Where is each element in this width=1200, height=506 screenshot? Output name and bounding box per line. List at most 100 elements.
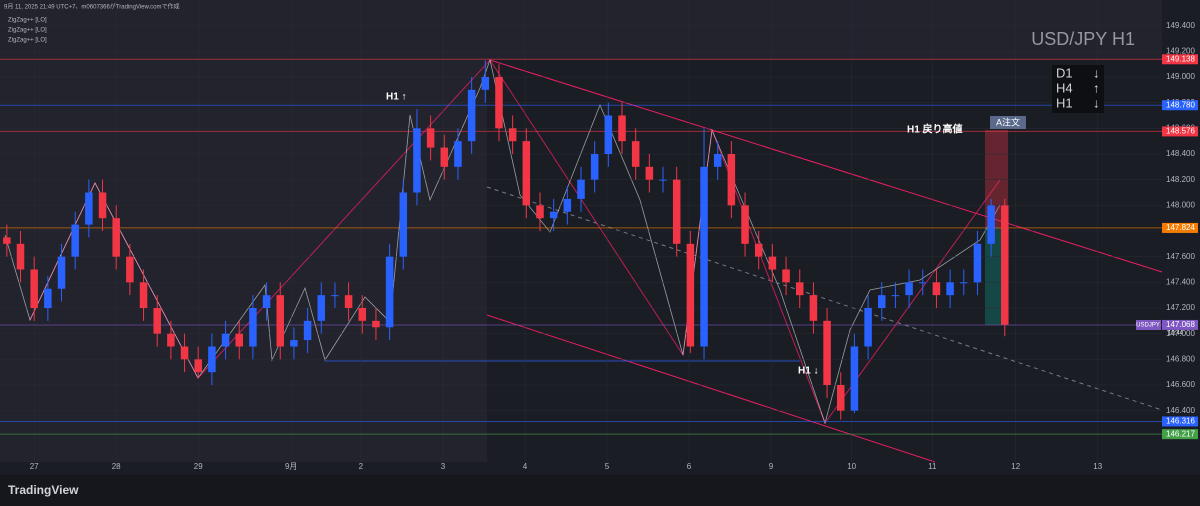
indicator-label: ZigZag++ [LO] xyxy=(8,38,47,44)
candle-body xyxy=(618,115,626,142)
price-tag xyxy=(1162,416,1198,427)
trend-arrow: ↓ xyxy=(1093,95,1100,110)
channel-zone xyxy=(487,60,1162,462)
x-tick-label: 9 xyxy=(769,462,774,471)
candle-body xyxy=(208,346,216,373)
candle-body xyxy=(973,243,982,283)
candle-body xyxy=(467,89,476,142)
candle-body xyxy=(549,211,558,219)
candle-body xyxy=(919,282,927,284)
candle-body xyxy=(57,256,66,289)
candle-body xyxy=(16,243,25,270)
price-tag xyxy=(1162,126,1198,137)
candle-body xyxy=(850,346,859,411)
candle-body xyxy=(795,282,804,296)
candle-body xyxy=(317,295,326,321)
trend-tf: H1 xyxy=(1056,95,1073,110)
candle-body xyxy=(713,154,722,167)
candle-body xyxy=(454,141,462,167)
price-tag-label: 146.217 xyxy=(1166,429,1195,438)
channel-lower xyxy=(486,314,936,463)
candle-body xyxy=(235,333,243,347)
candle-body xyxy=(823,320,831,385)
y-tick-label: 146.800 xyxy=(1166,354,1195,363)
dynamic-layer xyxy=(0,58,1162,435)
candle-body xyxy=(98,192,107,219)
candle-body xyxy=(836,385,845,411)
x-tick-label: 29 xyxy=(194,462,203,471)
indicator-label: ZigZag++ [LO] xyxy=(8,18,47,24)
trend-tf: D1 xyxy=(1056,65,1073,80)
x-tick-label: 3 xyxy=(441,462,446,471)
candle-body xyxy=(727,154,736,206)
price-tag xyxy=(1162,100,1198,111)
x-tick-label: 12 xyxy=(1011,462,1020,471)
candle-body xyxy=(344,295,353,308)
trend-arrow: ↑ xyxy=(1093,80,1100,95)
x-tick-label: 6 xyxy=(687,462,692,471)
candle-body xyxy=(700,166,708,347)
candle-body xyxy=(1001,205,1009,325)
price-tag xyxy=(1162,429,1198,440)
candle-body xyxy=(481,77,490,90)
x-tick-label: 9月 xyxy=(285,462,297,471)
candle-body xyxy=(590,154,599,180)
candle-body xyxy=(153,308,161,334)
candle-body xyxy=(960,282,968,284)
candle-body xyxy=(399,192,408,257)
y-tick-label: 147.400 xyxy=(1166,277,1195,286)
candle-body xyxy=(809,295,818,321)
candle-body xyxy=(768,256,777,270)
candle-body xyxy=(385,256,394,328)
y-tick-label: 146.600 xyxy=(1166,380,1195,389)
price-tag-label: 147.824 xyxy=(1166,223,1195,232)
footer-bg xyxy=(0,475,1200,506)
price-tag-label: 148.576 xyxy=(1166,127,1195,136)
candle-body xyxy=(508,128,517,142)
channel-upper xyxy=(489,59,1163,273)
y-tick-label: 146.400 xyxy=(1166,406,1195,415)
candle-body xyxy=(905,282,913,296)
x-tick-label: 10 xyxy=(847,462,856,471)
candle-body xyxy=(932,282,941,296)
price-tag xyxy=(1162,319,1198,330)
candle-body xyxy=(303,320,312,341)
header: 9月 11, 2025 21:49 UTC+7、m0607366がTrading… xyxy=(4,3,179,11)
x-tick-label: 28 xyxy=(112,462,121,471)
candle-body xyxy=(358,308,367,321)
y-tick-label: 149.400 xyxy=(1166,21,1195,30)
symbol: USDJPY xyxy=(1136,323,1160,329)
channel-mid xyxy=(486,186,1163,411)
watermark: USD/JPY H1 xyxy=(1031,29,1135,49)
x-tick-label: 4 xyxy=(523,462,528,471)
price-axis-bg xyxy=(1162,0,1200,475)
y-tick-label: 149.000 xyxy=(1166,72,1195,81)
candle-body xyxy=(276,295,285,347)
annotation: H1 ↑ xyxy=(386,92,407,103)
candle-body xyxy=(44,288,52,308)
candle-body xyxy=(495,77,503,129)
candle-body xyxy=(3,237,11,244)
candle-body xyxy=(522,141,531,206)
candle-body xyxy=(167,333,175,347)
x-tick-label: 5 xyxy=(605,462,610,471)
candle-body xyxy=(290,340,298,347)
order-tag xyxy=(990,116,1026,129)
candle-body xyxy=(672,179,681,244)
indicator-label: ZigZag++ [LO] xyxy=(8,28,47,34)
annotation: A注文 xyxy=(996,116,1020,127)
candle-body xyxy=(877,295,886,308)
candle-body xyxy=(426,128,435,148)
y-tick-label: 149.200 xyxy=(1166,46,1195,55)
x-tick-label: 2 xyxy=(359,462,364,471)
candle-body xyxy=(864,308,872,347)
candle-body xyxy=(221,333,230,347)
price-tag-label: 147.068 xyxy=(1166,320,1195,329)
candle-body xyxy=(262,295,271,308)
y-tick-label: 148.200 xyxy=(1166,175,1195,184)
candle-body xyxy=(604,115,613,154)
y-tick-label: 147.200 xyxy=(1166,303,1195,312)
candle-body xyxy=(413,128,421,193)
